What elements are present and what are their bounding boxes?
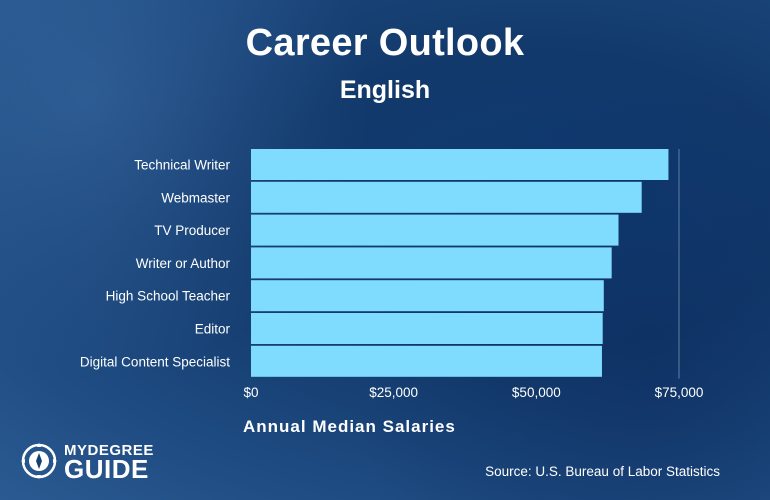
bar	[251, 214, 619, 246]
logo: MYDEGREE GUIDE	[20, 440, 180, 486]
chart-title: Career Outlook	[245, 22, 525, 64]
x-axis-label: Annual Median Salaries	[243, 417, 456, 436]
bar	[251, 313, 603, 344]
compass-logo-icon	[21, 443, 57, 479]
logo-text-top: MYDEGREE	[64, 442, 154, 459]
chart-subtitle: English	[339, 76, 431, 104]
category-label: Technical Writer	[134, 158, 230, 173]
bar	[251, 181, 642, 213]
category-label: TV Producer	[154, 223, 230, 238]
x-tick-label: $0	[243, 385, 258, 400]
source-note: Source: U.S. Bureau of Labor Statistics	[485, 464, 720, 479]
category-label: Writer or Author	[136, 256, 231, 271]
x-tick-label: $25,000	[369, 385, 418, 400]
bar	[251, 247, 612, 279]
category-label: Digital Content Specialist	[80, 354, 230, 369]
x-tick-label: $50,000	[512, 385, 561, 400]
category-label: Webmaster	[161, 190, 230, 205]
category-label: Editor	[195, 322, 231, 337]
category-label: High School Teacher	[106, 289, 231, 304]
bar	[251, 345, 602, 377]
bar	[251, 280, 604, 312]
x-tick-label: $75,000	[655, 385, 704, 400]
logo-text-bottom: GUIDE	[64, 454, 149, 484]
bar	[251, 149, 669, 180]
